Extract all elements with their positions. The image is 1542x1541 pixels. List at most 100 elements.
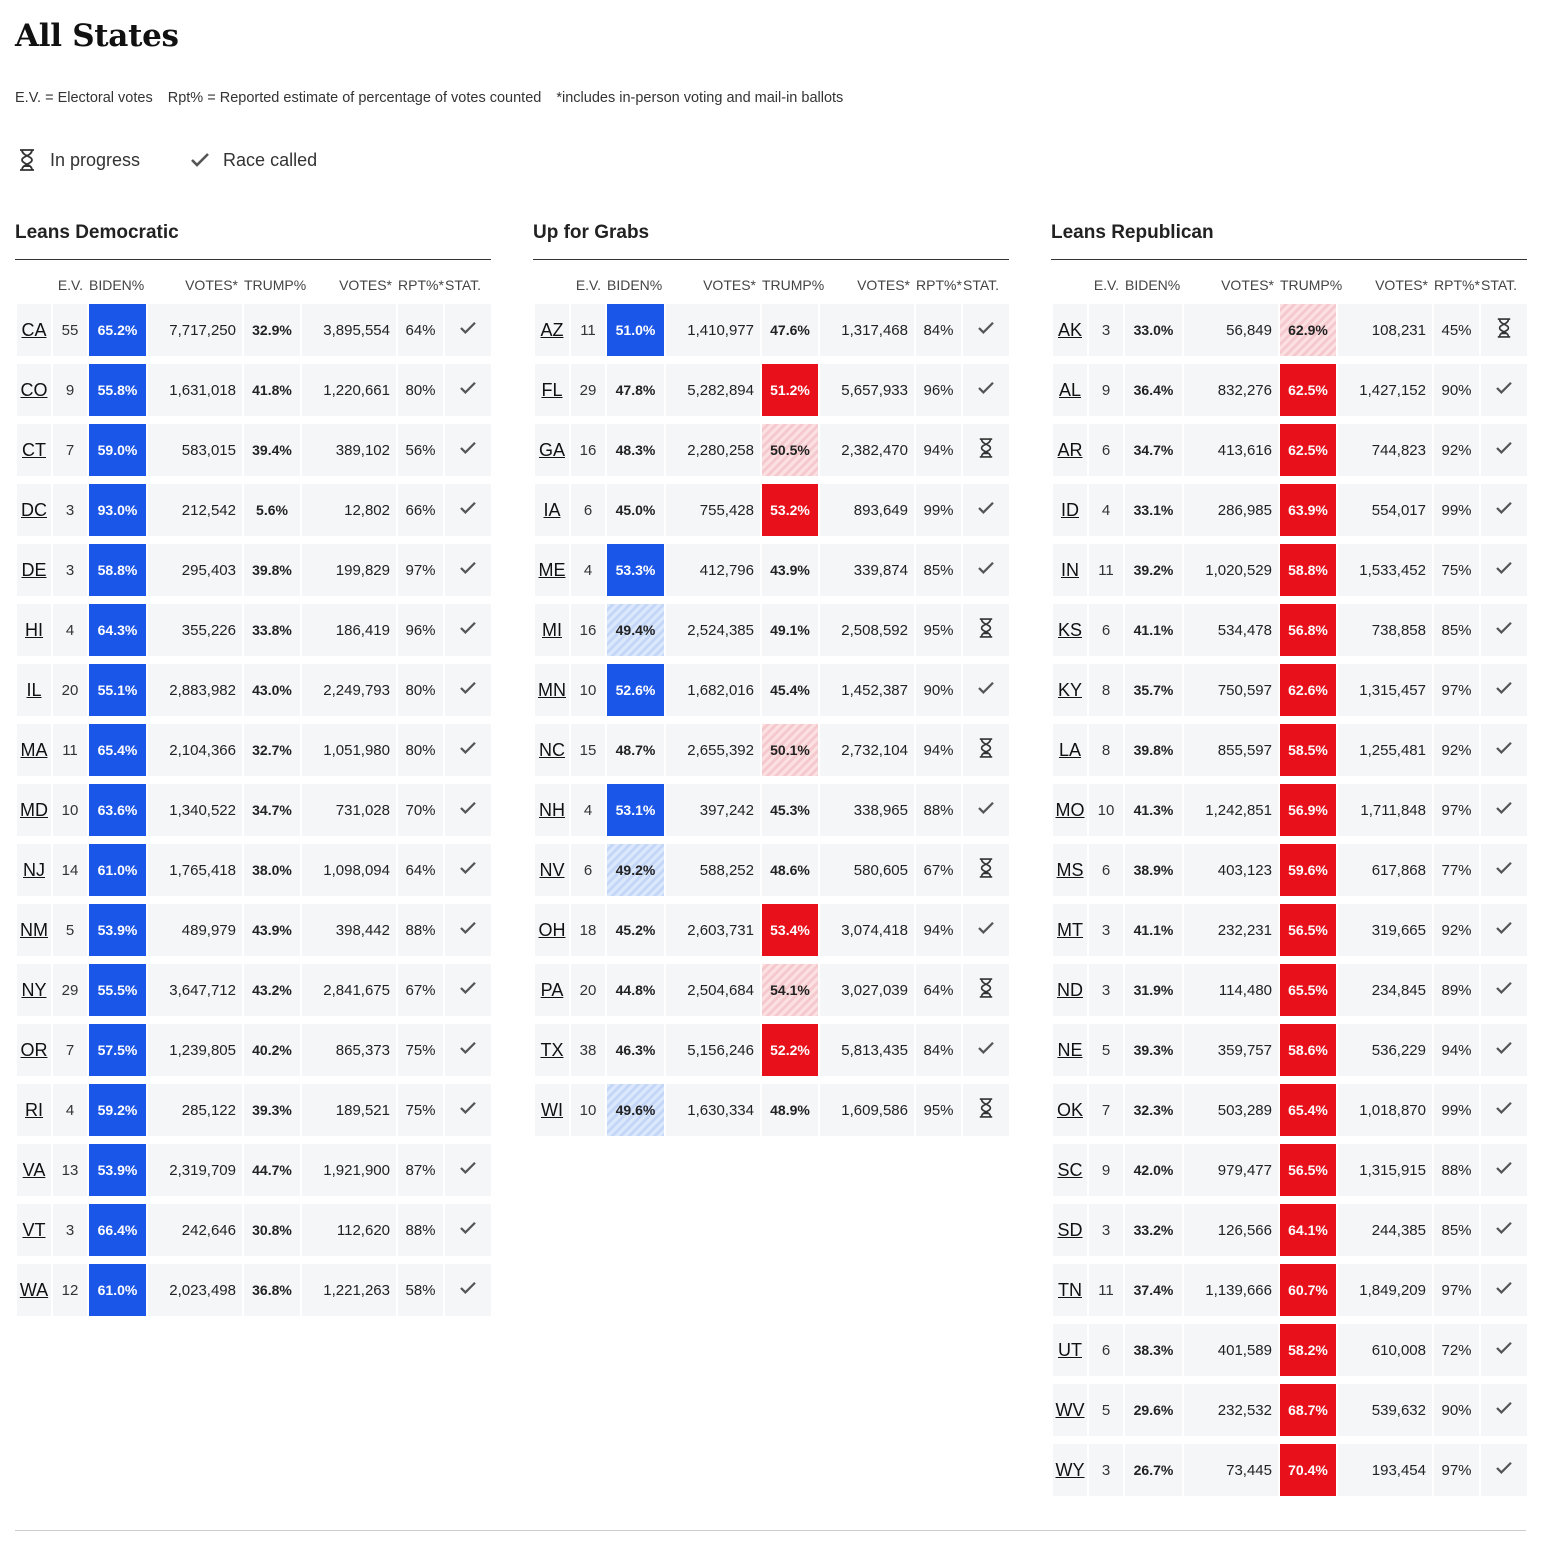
state-link[interactable]: NM <box>20 919 48 940</box>
status-cell <box>963 424 1009 476</box>
state-link[interactable]: MN <box>538 679 566 700</box>
state-link[interactable]: FL <box>541 379 563 400</box>
state-link[interactable]: AL <box>1058 379 1082 400</box>
state-link[interactable]: WV <box>1055 1399 1085 1420</box>
electoral-votes: 14 <box>53 844 87 896</box>
trump-percent: 30.8% <box>244 1204 300 1256</box>
reported-percent: 92% <box>1434 424 1479 476</box>
state-link[interactable]: TN <box>1058 1279 1082 1300</box>
state-link[interactable]: DE <box>21 559 47 580</box>
state-cell: ID <box>1053 484 1087 536</box>
state-cell: MD <box>17 784 51 836</box>
state-link[interactable]: NE <box>1057 1039 1083 1060</box>
reported-percent: 90% <box>916 664 961 716</box>
state-link[interactable]: UT <box>1058 1339 1082 1360</box>
electoral-votes: 9 <box>1089 1144 1123 1196</box>
biden-votes: 5,282,894 <box>666 364 760 416</box>
biden-votes: 56,849 <box>1184 304 1278 356</box>
state-link[interactable]: SC <box>1057 1159 1083 1180</box>
state-link[interactable]: OR <box>20 1039 48 1060</box>
electoral-votes: 20 <box>571 964 605 1016</box>
state-link[interactable]: WA <box>19 1279 49 1300</box>
state-link[interactable]: SD <box>1057 1219 1083 1240</box>
state-link[interactable]: NY <box>21 979 47 1000</box>
electoral-votes: 4 <box>53 1084 87 1136</box>
state-link[interactable]: GA <box>538 439 565 460</box>
state-link[interactable]: MI <box>542 619 562 640</box>
state-link[interactable]: HI <box>25 619 43 640</box>
biden-votes: 583,015 <box>148 424 242 476</box>
state-link[interactable]: IL <box>26 679 42 700</box>
state-link[interactable]: OH <box>538 919 566 940</box>
reported-percent: 72% <box>1434 1324 1479 1376</box>
state-cell: SD <box>1053 1204 1087 1256</box>
electoral-votes: 3 <box>1089 964 1123 1016</box>
state-cell: MS <box>1053 844 1087 896</box>
trump-percent: 39.8% <box>244 544 300 596</box>
state-link[interactable]: ID <box>1061 499 1079 520</box>
checkmark-icon <box>1495 1401 1513 1419</box>
state-link[interactable]: ND <box>1057 979 1083 1000</box>
state-link[interactable]: AR <box>1057 439 1083 460</box>
state-link[interactable]: WY <box>1055 1459 1085 1480</box>
header-trump-votes: VOTES* <box>339 277 392 293</box>
state-link[interactable]: MA <box>20 739 48 760</box>
state-link[interactable]: NV <box>539 859 565 880</box>
state-link[interactable]: VT <box>22 1219 46 1240</box>
trump-percent: 43.2% <box>244 964 300 1016</box>
state-link[interactable]: MS <box>1056 859 1084 880</box>
state-link[interactable]: IN <box>1061 559 1079 580</box>
state-link[interactable]: ME <box>538 559 566 580</box>
state-link[interactable]: AK <box>1057 319 1082 340</box>
state-link[interactable]: MT <box>1057 919 1083 940</box>
state-link[interactable]: NH <box>539 799 565 820</box>
biden-percent: 52.6% <box>607 664 664 716</box>
state-link[interactable]: DC <box>21 499 47 520</box>
state-link[interactable]: PA <box>540 979 564 1000</box>
table-row: NE 5 39.3% 359,757 58.6% 536,229 94% <box>1053 1024 1527 1076</box>
state-cell: NM <box>17 904 51 956</box>
state-cell: FL <box>535 364 569 416</box>
table-row: TN 11 37.4% 1,139,666 60.7% 1,849,209 97% <box>1053 1264 1527 1316</box>
state-link[interactable]: CA <box>21 319 47 340</box>
status-cell <box>963 784 1009 836</box>
biden-percent: 41.1% <box>1125 604 1182 656</box>
state-link[interactable]: KY <box>1057 679 1082 700</box>
state-link[interactable]: MD <box>20 799 48 820</box>
state-link[interactable]: MO <box>1055 799 1085 820</box>
state-link[interactable]: KS <box>1057 619 1082 640</box>
status-cell <box>1481 1384 1527 1436</box>
state-link[interactable]: NJ <box>23 859 45 880</box>
biden-votes: 286,985 <box>1184 484 1278 536</box>
state-link[interactable]: LA <box>1058 739 1082 760</box>
trump-percent: 32.7% <box>244 724 300 776</box>
status-cell <box>445 424 491 476</box>
state-link[interactable]: CT <box>22 439 46 460</box>
state-link[interactable]: VA <box>22 1159 46 1180</box>
state-link[interactable]: CO <box>20 379 48 400</box>
state-link[interactable]: WI <box>541 1099 563 1120</box>
electoral-votes: 29 <box>571 364 605 416</box>
state-link[interactable]: TX <box>540 1039 564 1060</box>
status-cell <box>1481 544 1527 596</box>
header-trump: TRUMP% <box>1280 277 1343 293</box>
state-link[interactable]: RI <box>25 1099 43 1120</box>
trump-votes: 1,533,452 <box>1338 544 1432 596</box>
biden-percent: 47.8% <box>607 364 664 416</box>
state-link[interactable]: IA <box>543 499 561 520</box>
trump-votes: 1,221,263 <box>302 1264 396 1316</box>
electoral-votes: 29 <box>53 964 87 1016</box>
state-link[interactable]: AZ <box>540 319 564 340</box>
trump-votes: 1,018,870 <box>1338 1084 1432 1136</box>
state-link[interactable]: OK <box>1056 1099 1083 1120</box>
status-cell <box>445 1084 491 1136</box>
checkmark-icon <box>459 921 477 939</box>
state-link[interactable]: NC <box>539 739 565 760</box>
reported-percent: 80% <box>398 664 443 716</box>
biden-votes: 855,597 <box>1184 724 1278 776</box>
electoral-votes: 20 <box>53 664 87 716</box>
table-row: ND 3 31.9% 114,480 65.5% 234,845 89% <box>1053 964 1527 1016</box>
biden-votes: 355,226 <box>148 604 242 656</box>
biden-votes: 295,403 <box>148 544 242 596</box>
header-biden-votes: VOTES* <box>703 277 756 293</box>
